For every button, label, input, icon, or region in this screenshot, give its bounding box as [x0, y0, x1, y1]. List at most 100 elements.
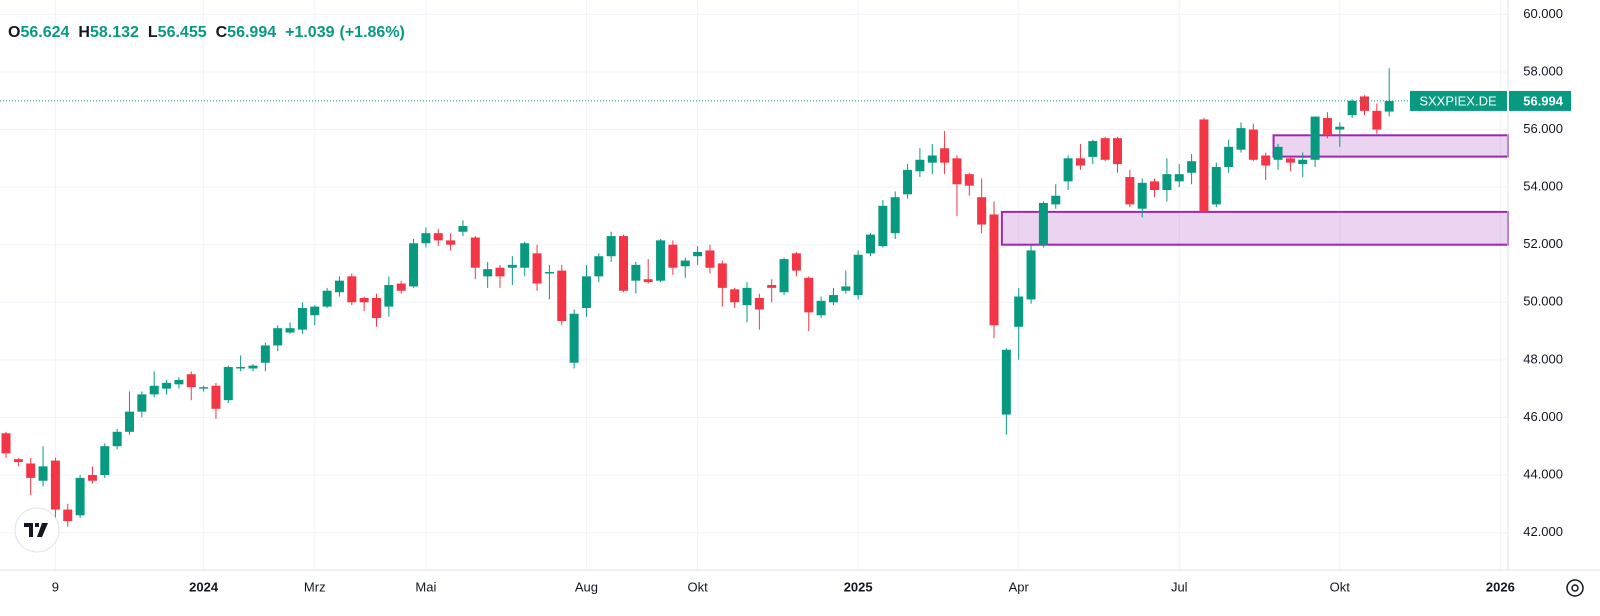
- candle-body: [1113, 138, 1122, 165]
- candle-body: [816, 300, 826, 316]
- grid: [0, 0, 1508, 570]
- ohlc-key: H: [78, 24, 90, 41]
- candle-body: [705, 250, 715, 268]
- logo-mark: [24, 523, 48, 537]
- change: +1.039: [285, 24, 335, 41]
- candle-body: [952, 158, 962, 185]
- candle-body: [273, 328, 283, 346]
- x-tick-label: Okt: [1330, 579, 1351, 594]
- y-tick-label: 42.000: [1523, 524, 1563, 539]
- candle-body: [1162, 174, 1172, 190]
- candle-body: [162, 382, 172, 389]
- candle-body: [668, 244, 678, 268]
- candle-body: [149, 385, 159, 395]
- x-tick-label: 2026: [1486, 579, 1515, 594]
- candle-body: [1261, 155, 1271, 166]
- candle-body: [779, 259, 789, 293]
- candle-body: [903, 169, 913, 195]
- price-label: 56.994: [1523, 93, 1564, 108]
- candle-body: [63, 509, 73, 522]
- candle-body: [1298, 159, 1308, 165]
- ohlc-header: O56.624 H58.132 L56.455 C56.994 +1.039 (+1.86…: [8, 24, 405, 42]
- candle-body: [1137, 182, 1147, 209]
- candle-body: [75, 477, 85, 516]
- x-tick-label: Aug: [575, 579, 598, 594]
- candle-body: [1014, 296, 1024, 327]
- candle-body: [322, 290, 332, 307]
- candle-body: [619, 236, 628, 291]
- candle-body: [13, 459, 23, 463]
- ohlc-key: C: [215, 24, 228, 41]
- candle-body: [532, 253, 542, 284]
- symbol-badge: [1410, 90, 1507, 111]
- candle-body: [878, 205, 888, 247]
- zones: [1000, 134, 1510, 246]
- candle-body: [742, 287, 752, 306]
- candle-body: [507, 264, 517, 268]
- candle-body: [1360, 96, 1369, 111]
- candle-body: [767, 285, 777, 288]
- candle-body: [359, 297, 369, 303]
- candle-body: [409, 243, 419, 287]
- price-badge: [1509, 90, 1571, 111]
- y-tick-label: 50.000: [1523, 294, 1563, 309]
- candle-body: [26, 463, 36, 478]
- candle-body: [1150, 181, 1160, 190]
- tv-logo: [14, 507, 60, 553]
- change-pct: (+1.86%): [339, 24, 405, 41]
- candle-body: [186, 374, 196, 388]
- ohlc-key: O: [8, 24, 21, 41]
- y-tick-label: 56.000: [1523, 121, 1563, 136]
- y-tick-label: 54.000: [1523, 179, 1563, 194]
- candle-body: [927, 155, 937, 163]
- y-tick-label: 58.000: [1523, 63, 1563, 78]
- candle-body: [1384, 100, 1394, 112]
- candle-body: [248, 365, 258, 369]
- x-tick-label: Mrz: [304, 579, 326, 594]
- ohlc-item: C56.994: [216, 24, 277, 42]
- candle-body: [1026, 250, 1036, 300]
- candle-body: [1051, 195, 1061, 205]
- gear-inner[interactable]: [1571, 584, 1579, 592]
- candle-body: [38, 466, 48, 481]
- settings-button[interactable]: [1566, 579, 1584, 597]
- candle-body: [446, 240, 456, 245]
- candle-body: [495, 267, 505, 277]
- zone: [1272, 134, 1510, 158]
- candle-body: [297, 308, 307, 330]
- candle-body: [520, 243, 530, 268]
- candle-body: [1347, 100, 1357, 116]
- candle-body: [470, 237, 480, 268]
- candle-body: [174, 380, 184, 385]
- gear-outer[interactable]: [1566, 579, 1584, 597]
- candle-body: [680, 260, 690, 267]
- candle-body: [791, 253, 801, 271]
- candle-body: [1125, 177, 1135, 205]
- candle-body: [458, 225, 468, 232]
- candle-body: [334, 280, 344, 293]
- candle-body: [544, 272, 554, 274]
- candle-body: [964, 174, 974, 186]
- y-tick-label: 44.000: [1523, 466, 1563, 481]
- ohlc-value: 58.132: [89, 24, 139, 41]
- candle-body: [125, 411, 134, 432]
- candle-body: [1001, 349, 1011, 415]
- candle-body: [1088, 141, 1098, 157]
- candle-body: [310, 306, 320, 316]
- candle-body: [1100, 138, 1110, 160]
- candle-body: [594, 256, 604, 277]
- candle-body: [1285, 158, 1295, 163]
- candle-body: [841, 286, 851, 291]
- candle-body: [989, 214, 999, 326]
- candle-body: [199, 387, 209, 389]
- y-tick-label: 52.000: [1523, 236, 1563, 251]
- candle-body: [940, 148, 950, 163]
- ohlc-value: 56.994: [227, 24, 277, 41]
- candle-body: [112, 431, 122, 447]
- candle-body: [137, 394, 147, 412]
- x-tick-label: 9: [52, 579, 59, 594]
- candle-body: [643, 279, 653, 283]
- candle-body: [693, 251, 703, 257]
- candle-body: [50, 460, 60, 510]
